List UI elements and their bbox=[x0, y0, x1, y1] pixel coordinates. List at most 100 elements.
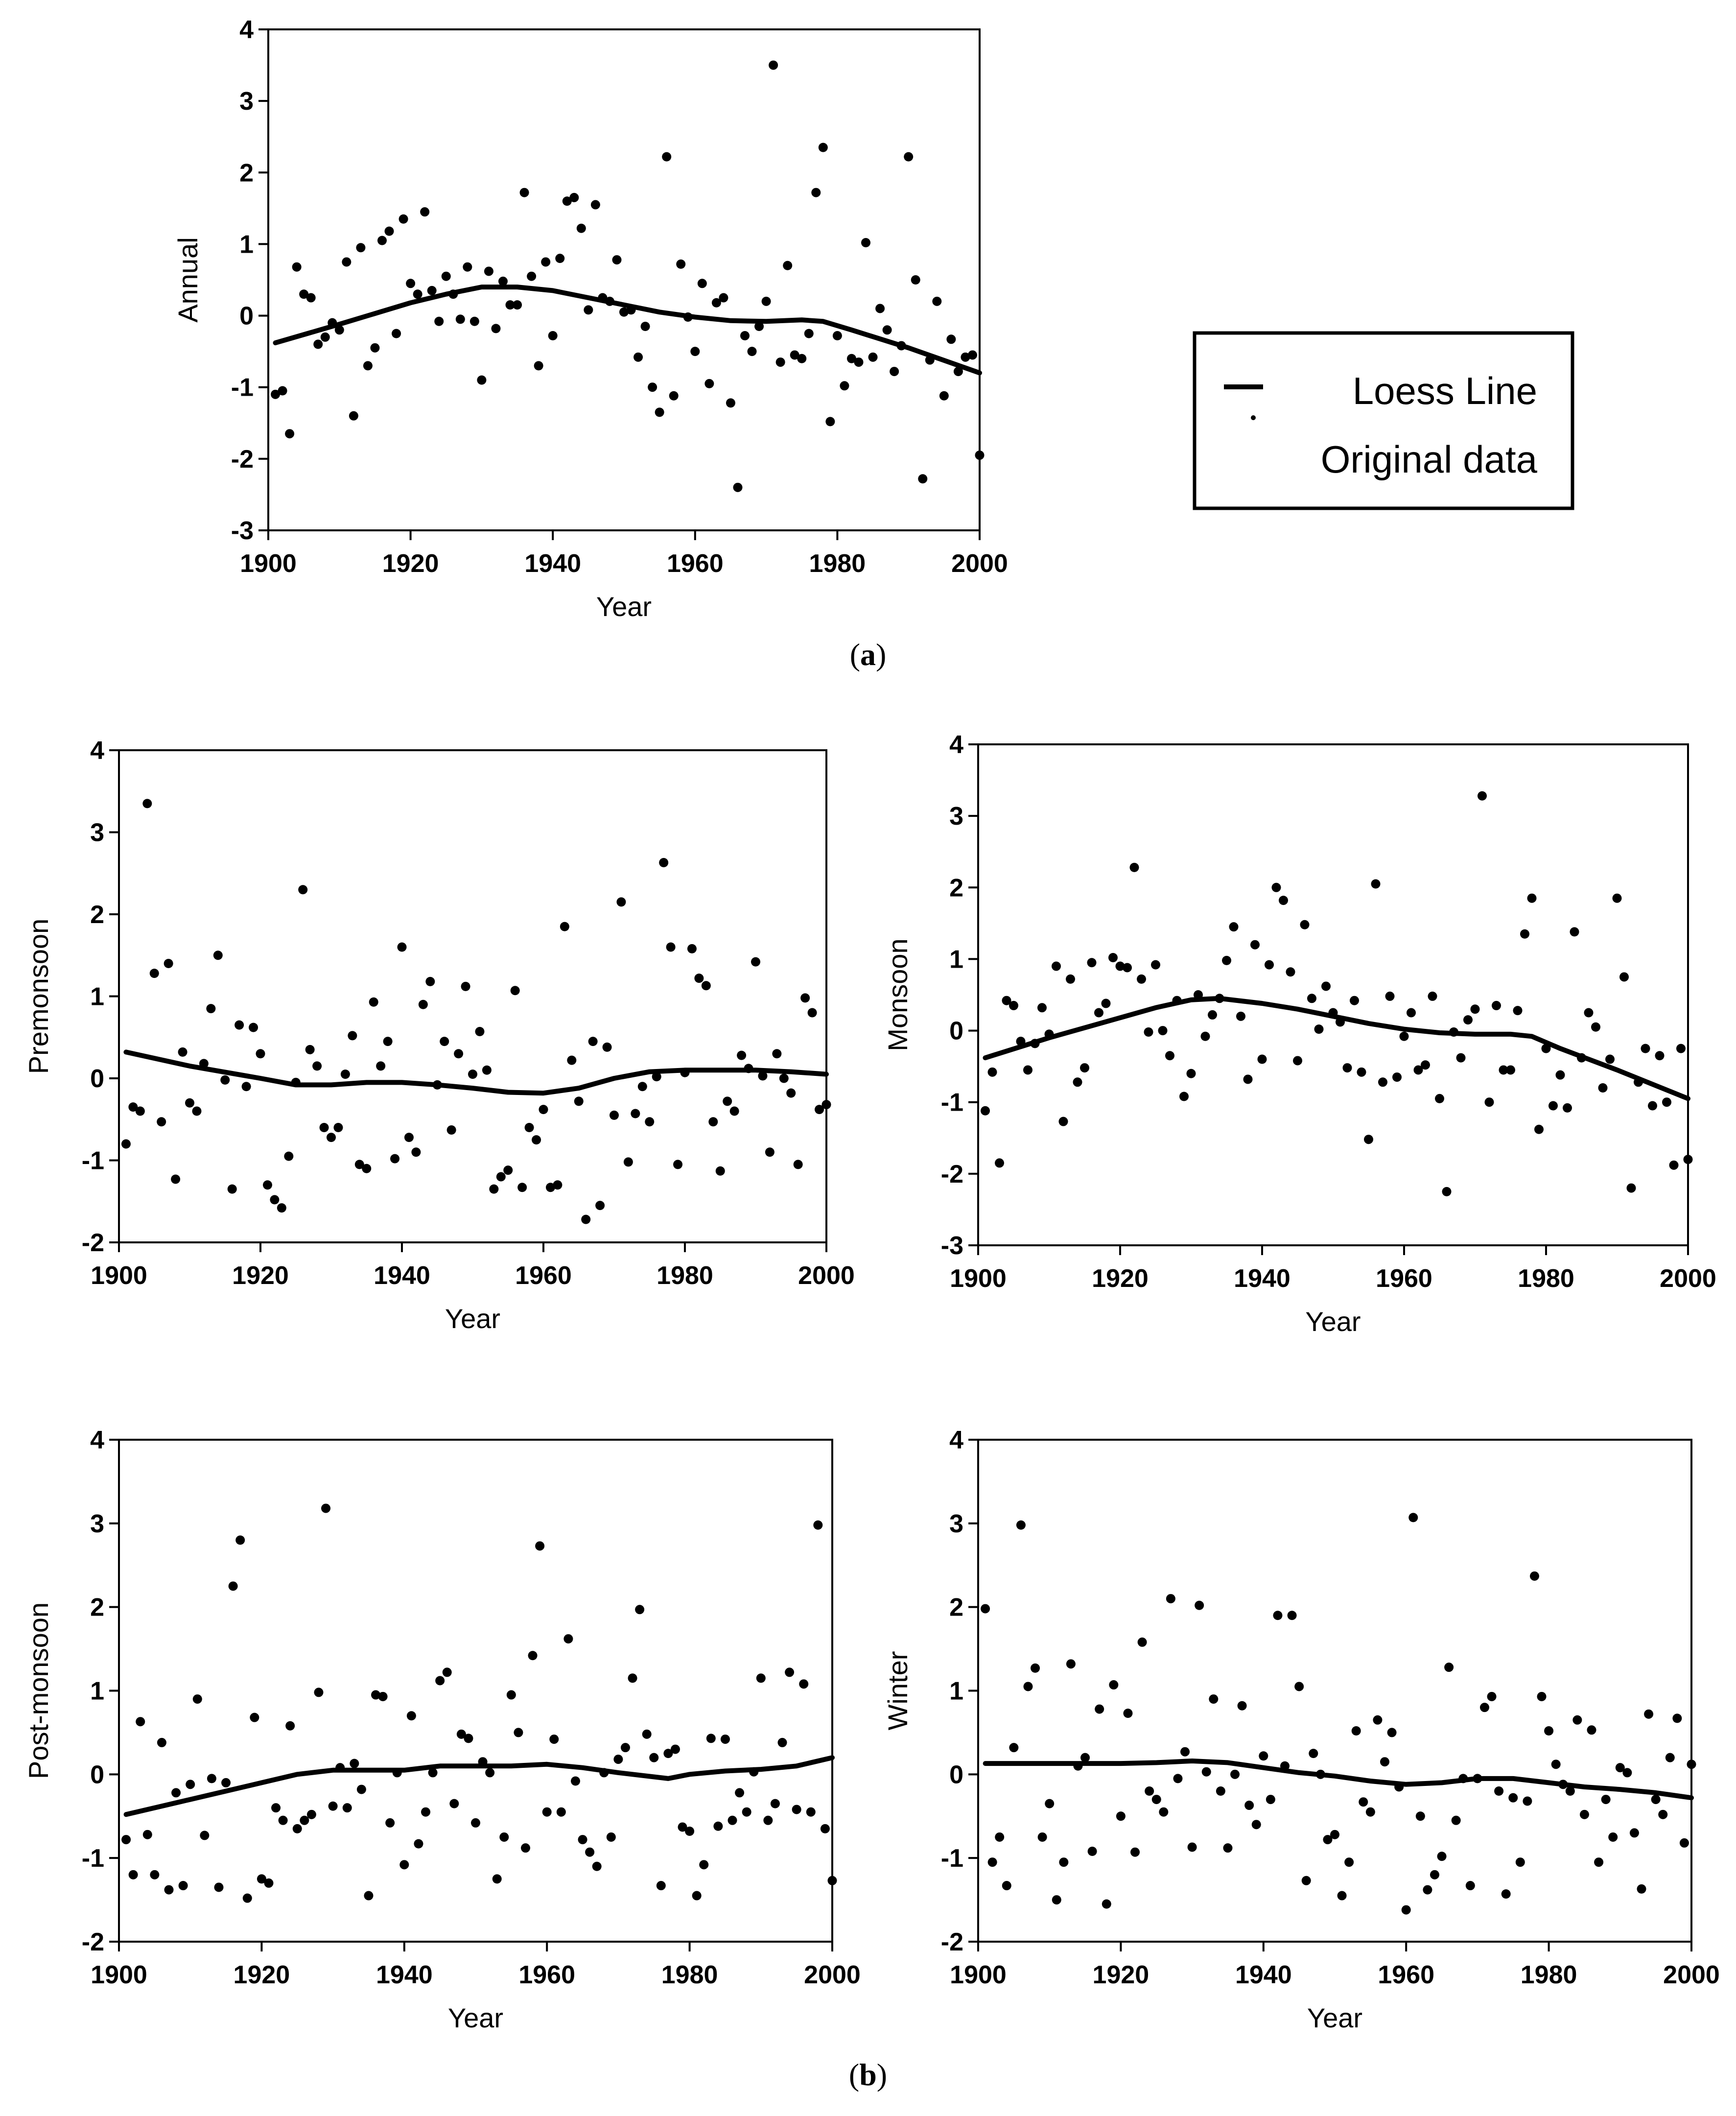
annual-data-point bbox=[740, 331, 750, 340]
winter-data-point bbox=[1601, 1795, 1611, 1805]
annual-data-point bbox=[633, 352, 643, 362]
annual-data-point bbox=[484, 266, 493, 276]
annual-ytick-label: -2 bbox=[231, 445, 254, 474]
legend-point-swatch bbox=[1251, 415, 1256, 420]
premonsoon-data-point bbox=[786, 1088, 796, 1098]
winter-data-point bbox=[1594, 1857, 1604, 1867]
monsoon-data-point bbox=[1342, 1063, 1352, 1073]
monsoon-data-point bbox=[1009, 1000, 1018, 1010]
winter-data-point bbox=[1665, 1753, 1675, 1762]
monsoon-data-point bbox=[1407, 1008, 1416, 1018]
annual-data-point bbox=[811, 188, 821, 197]
winter-data-point bbox=[1209, 1694, 1219, 1704]
premonsoon-data-point bbox=[277, 1203, 286, 1213]
monsoon-data-point bbox=[1052, 961, 1061, 971]
post-monsoon-data-point bbox=[214, 1882, 224, 1892]
monsoon-ytick-label: 4 bbox=[949, 731, 963, 759]
annual-data-point bbox=[704, 379, 714, 388]
post-monsoon-data-point bbox=[421, 1807, 431, 1817]
monsoon-data-point bbox=[1186, 1069, 1196, 1078]
annual-data-point bbox=[413, 289, 422, 299]
winter-data-point bbox=[1159, 1807, 1169, 1817]
annual-data-point bbox=[711, 298, 721, 308]
monsoon-data-point bbox=[1506, 1065, 1515, 1075]
annual-ylabel: Annual bbox=[172, 237, 203, 322]
post-monsoon-xtick-label: 1940 bbox=[376, 1961, 433, 1989]
post-monsoon-data-point bbox=[136, 1717, 145, 1727]
annual-data-point bbox=[840, 381, 849, 391]
winter-data-point bbox=[1380, 1757, 1389, 1767]
monsoon-data-point bbox=[1279, 896, 1288, 905]
annual-data-point bbox=[406, 279, 416, 288]
monsoon-data-point bbox=[1563, 1103, 1572, 1113]
monsoon-data-point bbox=[1371, 879, 1381, 889]
post-monsoon-data-point bbox=[663, 1749, 673, 1759]
annual-data-point bbox=[655, 407, 664, 417]
monsoon-data-point bbox=[1683, 1155, 1693, 1165]
annual-xtick-label: 1900 bbox=[240, 549, 297, 578]
premonsoon-data-point bbox=[418, 999, 428, 1009]
post-monsoon-data-point bbox=[620, 1743, 630, 1753]
monsoon-data-point bbox=[1023, 1065, 1032, 1075]
panel-a-letter: a bbox=[860, 637, 876, 672]
winter-data-point bbox=[1180, 1747, 1190, 1757]
winter-data-point bbox=[1687, 1759, 1696, 1769]
monsoon-data-point bbox=[981, 1106, 990, 1116]
post-monsoon-data-point bbox=[292, 1824, 302, 1833]
premonsoon-data-point bbox=[666, 942, 676, 952]
annual-xtick-label: 1980 bbox=[809, 549, 866, 578]
annual-ytick-label: 1 bbox=[239, 230, 254, 259]
winter-data-point bbox=[1223, 1843, 1233, 1853]
winter-data-point bbox=[1644, 1709, 1654, 1719]
monsoon-data-point bbox=[1513, 1006, 1523, 1016]
post-monsoon-data-point bbox=[164, 1885, 174, 1895]
premonsoon-data-point bbox=[595, 1201, 605, 1211]
winter-data-point bbox=[1423, 1885, 1432, 1895]
monsoon-data-point bbox=[1158, 1026, 1168, 1036]
winter-data-point bbox=[1622, 1768, 1632, 1778]
annual-data-point bbox=[790, 350, 799, 360]
winter-data-point bbox=[1672, 1713, 1682, 1723]
premonsoon-data-point bbox=[178, 1047, 188, 1057]
annual-data-point bbox=[804, 329, 814, 338]
annual-ytick-label: 3 bbox=[239, 87, 254, 116]
premonsoon-data-point bbox=[602, 1042, 612, 1052]
premonsoon-data-point bbox=[192, 1106, 202, 1116]
premonsoon-data-point bbox=[235, 1020, 244, 1030]
monsoon-data-point bbox=[1058, 1117, 1068, 1126]
annual-data-point bbox=[434, 316, 444, 326]
winter-data-point bbox=[1002, 1881, 1011, 1891]
monsoon-data-point bbox=[1144, 1027, 1153, 1037]
winter-data-point bbox=[1266, 1795, 1275, 1805]
annual-data-point bbox=[918, 474, 928, 484]
premonsoon-data-point bbox=[333, 1123, 343, 1132]
winter-data-point bbox=[1102, 1899, 1111, 1909]
post-monsoon-xlabel: Year bbox=[448, 2002, 503, 2033]
post-monsoon-ytick-label: 1 bbox=[90, 1677, 104, 1706]
annual-data-point bbox=[932, 296, 942, 306]
monsoon-data-point bbox=[1413, 1065, 1423, 1075]
premonsoon-data-point bbox=[227, 1184, 237, 1194]
post-monsoon-data-point bbox=[606, 1832, 616, 1842]
post-monsoon-data-point bbox=[371, 1690, 381, 1700]
monsoon-ytick-label: 2 bbox=[949, 874, 963, 902]
winter-data-point bbox=[1301, 1876, 1311, 1885]
annual-data-point bbox=[825, 417, 835, 427]
winter-data-point bbox=[1080, 1753, 1090, 1762]
premonsoon-data-point bbox=[327, 1133, 336, 1142]
annual-data-point bbox=[890, 367, 899, 377]
annual-ytick-label: 4 bbox=[239, 16, 254, 44]
monsoon-data-point bbox=[1123, 963, 1132, 973]
premonsoon-data-point bbox=[715, 1166, 725, 1176]
premonsoon-xtick-label: 2000 bbox=[798, 1261, 855, 1290]
annual-data-point bbox=[662, 152, 672, 162]
premonsoon-data-point bbox=[262, 1180, 272, 1190]
post-monsoon-data-point bbox=[399, 1860, 409, 1870]
monsoon-data-point bbox=[1257, 1054, 1267, 1064]
premonsoon-data-point bbox=[758, 1071, 768, 1081]
post-monsoon-data-point bbox=[186, 1780, 195, 1789]
monsoon-data-point bbox=[1421, 1060, 1430, 1070]
monsoon-data-point bbox=[1555, 1070, 1565, 1080]
post-monsoon-data-point bbox=[200, 1831, 210, 1840]
post-monsoon-data-point bbox=[492, 1874, 502, 1884]
